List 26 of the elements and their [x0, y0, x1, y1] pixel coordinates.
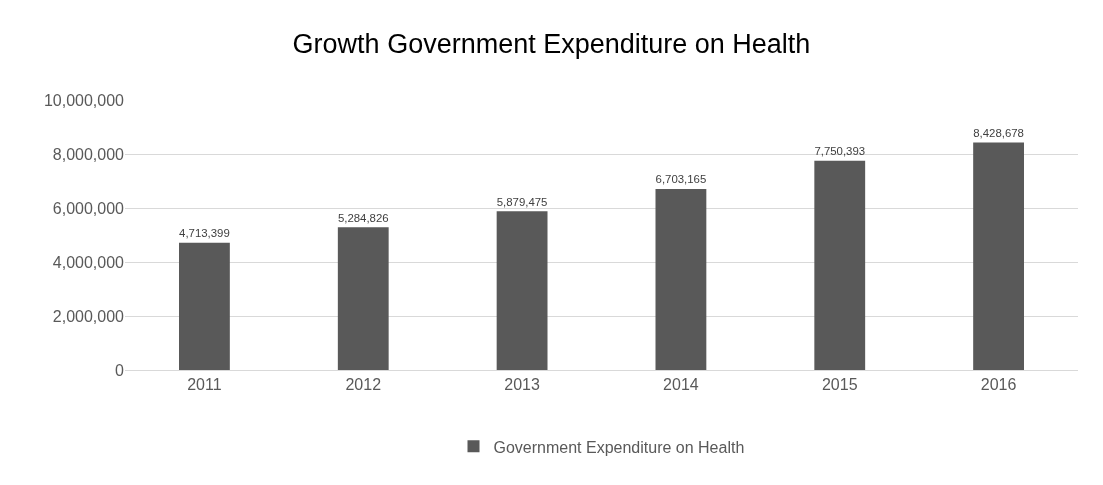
y-tick-label: 2,000,000 [52, 307, 125, 325]
y-tick-label: 4,000,000 [52, 253, 125, 271]
chart-title: Growth Government Expenditure on Health [292, 28, 811, 59]
x-tick-label: 2011 [187, 376, 222, 394]
data-label: 5,284,826 [337, 211, 389, 224]
x-tick-label: 2015 [821, 376, 858, 394]
bar [179, 242, 230, 370]
data-label: 7,750,393 [814, 145, 866, 158]
data-label: 4,713,399 [179, 227, 230, 240]
x-tick-label: 2016 [980, 376, 1017, 394]
legend-label: Government Expenditure on Health [493, 438, 745, 456]
y-tick-label: 0 [115, 361, 125, 379]
data-label: 8,428,678 [973, 126, 1024, 139]
data-label: 5,879,475 [496, 195, 548, 208]
y-tick-label: 10,000,000 [43, 91, 125, 109]
x-tick-label: 2014 [663, 376, 699, 394]
bar [337, 227, 389, 370]
y-tick-label: 8,000,000 [52, 145, 125, 163]
data-label: 6,703,165 [655, 173, 707, 186]
bar [814, 160, 866, 370]
x-tick-label: 2012 [345, 376, 382, 394]
bar [496, 211, 548, 370]
y-tick-label: 6,000,000 [52, 199, 125, 217]
x-tick-label: 2013 [504, 376, 540, 394]
bar [973, 142, 1024, 370]
bar [655, 189, 707, 370]
